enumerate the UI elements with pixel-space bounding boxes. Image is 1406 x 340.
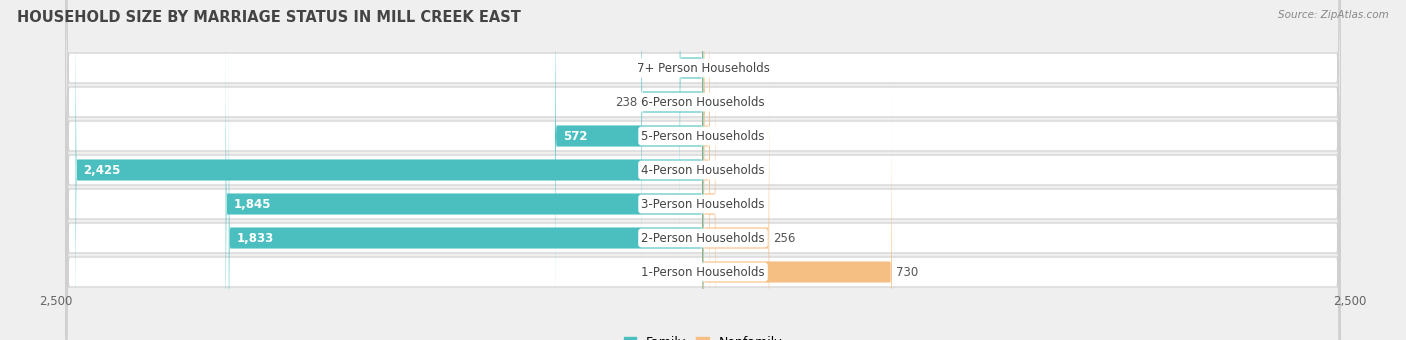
Legend: Family, Nonfamily: Family, Nonfamily xyxy=(619,331,787,340)
Text: 572: 572 xyxy=(562,130,588,142)
FancyBboxPatch shape xyxy=(66,0,1340,340)
FancyBboxPatch shape xyxy=(703,11,716,340)
FancyBboxPatch shape xyxy=(66,0,1340,340)
FancyBboxPatch shape xyxy=(679,0,703,261)
FancyBboxPatch shape xyxy=(703,0,710,329)
Text: 26: 26 xyxy=(714,130,728,142)
FancyBboxPatch shape xyxy=(703,79,891,340)
Text: 238: 238 xyxy=(616,96,637,108)
Text: 1,845: 1,845 xyxy=(233,198,271,210)
Text: 6-Person Households: 6-Person Households xyxy=(641,96,765,108)
Text: 1-Person Households: 1-Person Households xyxy=(641,266,765,278)
Text: 4-Person Households: 4-Person Households xyxy=(641,164,765,176)
Text: 90: 90 xyxy=(661,62,676,74)
Text: 3-Person Households: 3-Person Households xyxy=(641,198,765,210)
Text: 26: 26 xyxy=(714,164,728,176)
FancyBboxPatch shape xyxy=(703,0,710,340)
FancyBboxPatch shape xyxy=(66,0,1340,340)
Text: HOUSEHOLD SIZE BY MARRIAGE STATUS IN MILL CREEK EAST: HOUSEHOLD SIZE BY MARRIAGE STATUS IN MIL… xyxy=(17,10,520,25)
FancyBboxPatch shape xyxy=(703,0,704,295)
FancyBboxPatch shape xyxy=(703,45,769,340)
Text: Source: ZipAtlas.com: Source: ZipAtlas.com xyxy=(1278,10,1389,20)
Text: 48: 48 xyxy=(720,198,734,210)
Text: 1,833: 1,833 xyxy=(236,232,274,244)
FancyBboxPatch shape xyxy=(66,0,1340,340)
Text: 7+ Person Households: 7+ Person Households xyxy=(637,62,769,74)
FancyBboxPatch shape xyxy=(66,0,1340,340)
FancyBboxPatch shape xyxy=(66,0,1340,340)
FancyBboxPatch shape xyxy=(555,0,703,329)
Text: 256: 256 xyxy=(773,232,796,244)
Text: 2-Person Households: 2-Person Households xyxy=(641,232,765,244)
Text: 7: 7 xyxy=(709,96,716,108)
Text: 2,425: 2,425 xyxy=(83,164,121,176)
Text: 730: 730 xyxy=(896,266,918,278)
FancyBboxPatch shape xyxy=(226,11,703,340)
FancyBboxPatch shape xyxy=(76,0,703,340)
FancyBboxPatch shape xyxy=(66,0,1340,340)
Text: 5-Person Households: 5-Person Households xyxy=(641,130,765,142)
FancyBboxPatch shape xyxy=(641,0,703,295)
FancyBboxPatch shape xyxy=(229,45,703,340)
